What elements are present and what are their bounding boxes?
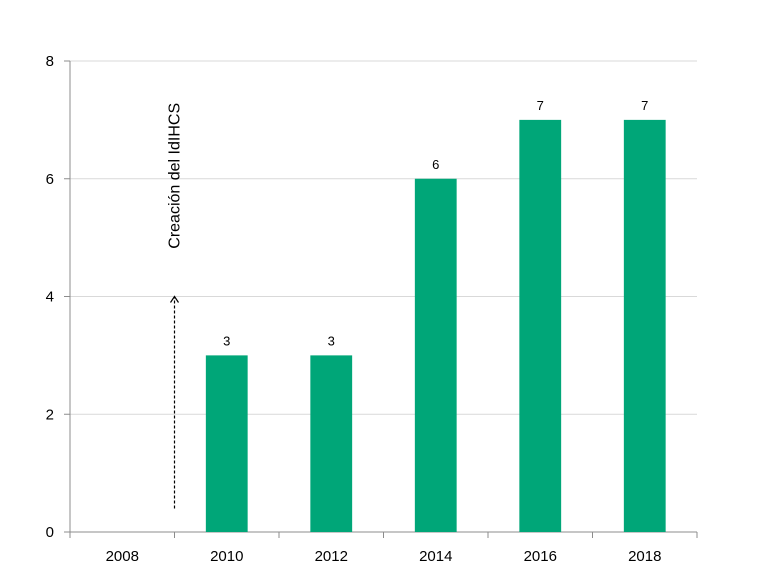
x-tick-label: 2018 [628,548,661,565]
data-label: 6 [432,157,439,172]
grid-lines [70,60,697,415]
bars [205,119,666,532]
y-tick-label: 8 [46,53,54,70]
x-tick-label: 2014 [419,548,452,565]
annotation: Creación del IdIHCS [167,103,184,509]
x-tick-label: 2012 [315,548,348,565]
bar [205,355,248,532]
y-ticks: 0 2 4 6 8 [46,53,70,541]
annotation-text: Creación del IdIHCS [167,103,184,249]
y-tick-label: 2 [46,406,54,423]
data-labels: 3 3 6 7 7 [223,98,648,349]
data-label: 3 [328,333,335,348]
annotation-arrowhead [170,295,179,303]
y-tick-label: 0 [46,524,54,541]
y-tick-label: 6 [46,171,54,188]
data-label: 3 [223,333,230,348]
y-tick-label: 4 [46,289,54,306]
x-tick-label: 2016 [524,548,557,565]
bar [310,355,353,532]
x-ticks: 2008 2010 2012 2014 2016 2018 [69,532,698,565]
data-label: 7 [537,98,544,113]
bar [414,178,457,532]
bar [519,119,562,532]
bar [623,119,666,532]
x-tick-label: 2008 [106,548,139,565]
data-label: 7 [641,98,648,113]
x-tick-label: 2010 [210,548,243,565]
